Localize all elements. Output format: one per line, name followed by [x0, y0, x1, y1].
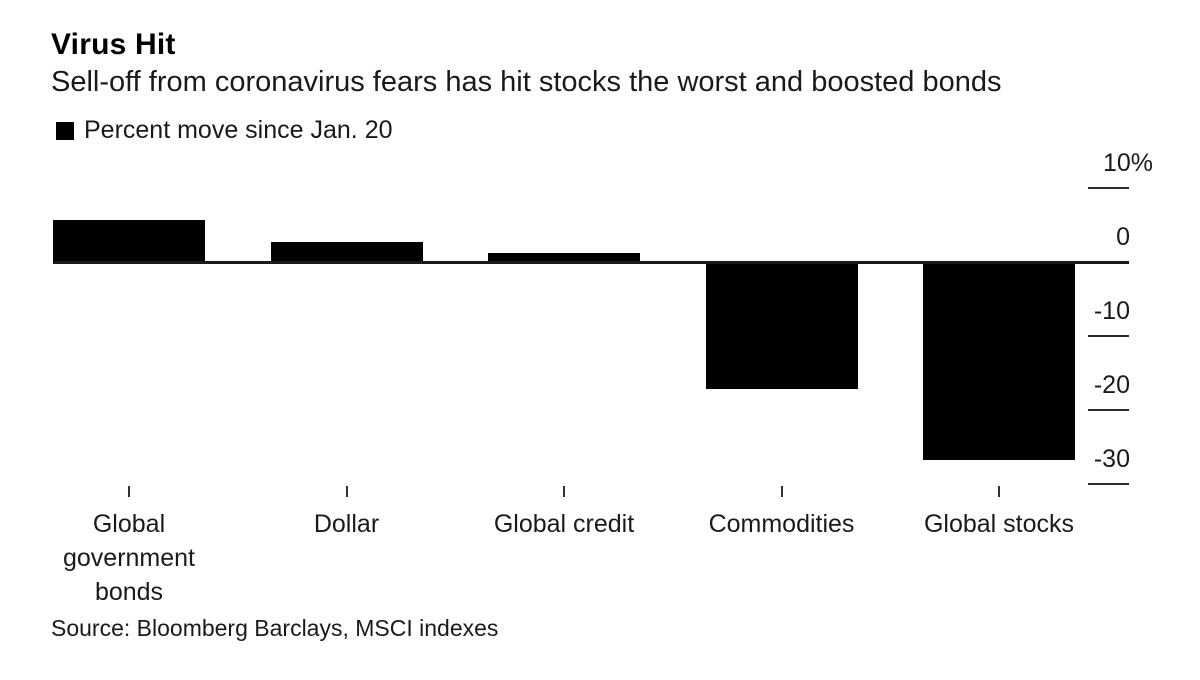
- x-tick-mark: [128, 486, 130, 497]
- category-label-dollar: Dollar: [313, 510, 380, 538]
- x-tick-mark: [345, 486, 348, 497]
- chart-subtitle: Sell-off from coronavirus fears has hit …: [51, 66, 1002, 98]
- category-label-commodities: Commodities: [708, 510, 855, 538]
- category-label-global-government-bonds: Global government bonds: [62, 510, 196, 606]
- x-tick-mark: [998, 486, 1000, 497]
- chart-title: Virus Hit: [51, 28, 176, 61]
- y-tick-mark: [1088, 187, 1129, 189]
- source-attribution: Source: Bloomberg Barclays, MSCI indexes: [51, 615, 499, 641]
- zero-axis-line: [53, 260, 1129, 264]
- legend-swatch-icon: [56, 121, 74, 140]
- y-tick-label: -30: [1093, 445, 1130, 473]
- bar-commodities: [705, 262, 858, 389]
- legend: Percent move since Jan. 20: [56, 116, 393, 145]
- y-tick-label: 10%: [1102, 149, 1153, 177]
- y-tick-mark: [1088, 483, 1129, 485]
- legend-label: Percent move since Jan. 20: [84, 116, 393, 144]
- x-tick-mark: [563, 486, 565, 497]
- y-tick-mark: [1088, 409, 1129, 411]
- bar-global-stocks: [923, 262, 1075, 461]
- bar-global-government-bonds: [53, 219, 205, 262]
- bar-global-credit: [488, 253, 640, 262]
- bar-dollar: [270, 242, 423, 262]
- x-tick-mark: [780, 486, 783, 497]
- category-label-global-credit: Global credit: [493, 510, 635, 538]
- y-tick-label: -20: [1093, 371, 1130, 399]
- category-label-global-stocks: Global stocks: [923, 510, 1075, 538]
- y-tick-label: 0: [1116, 223, 1130, 251]
- y-tick-label: -10: [1093, 297, 1130, 325]
- y-tick-mark: [1088, 335, 1129, 337]
